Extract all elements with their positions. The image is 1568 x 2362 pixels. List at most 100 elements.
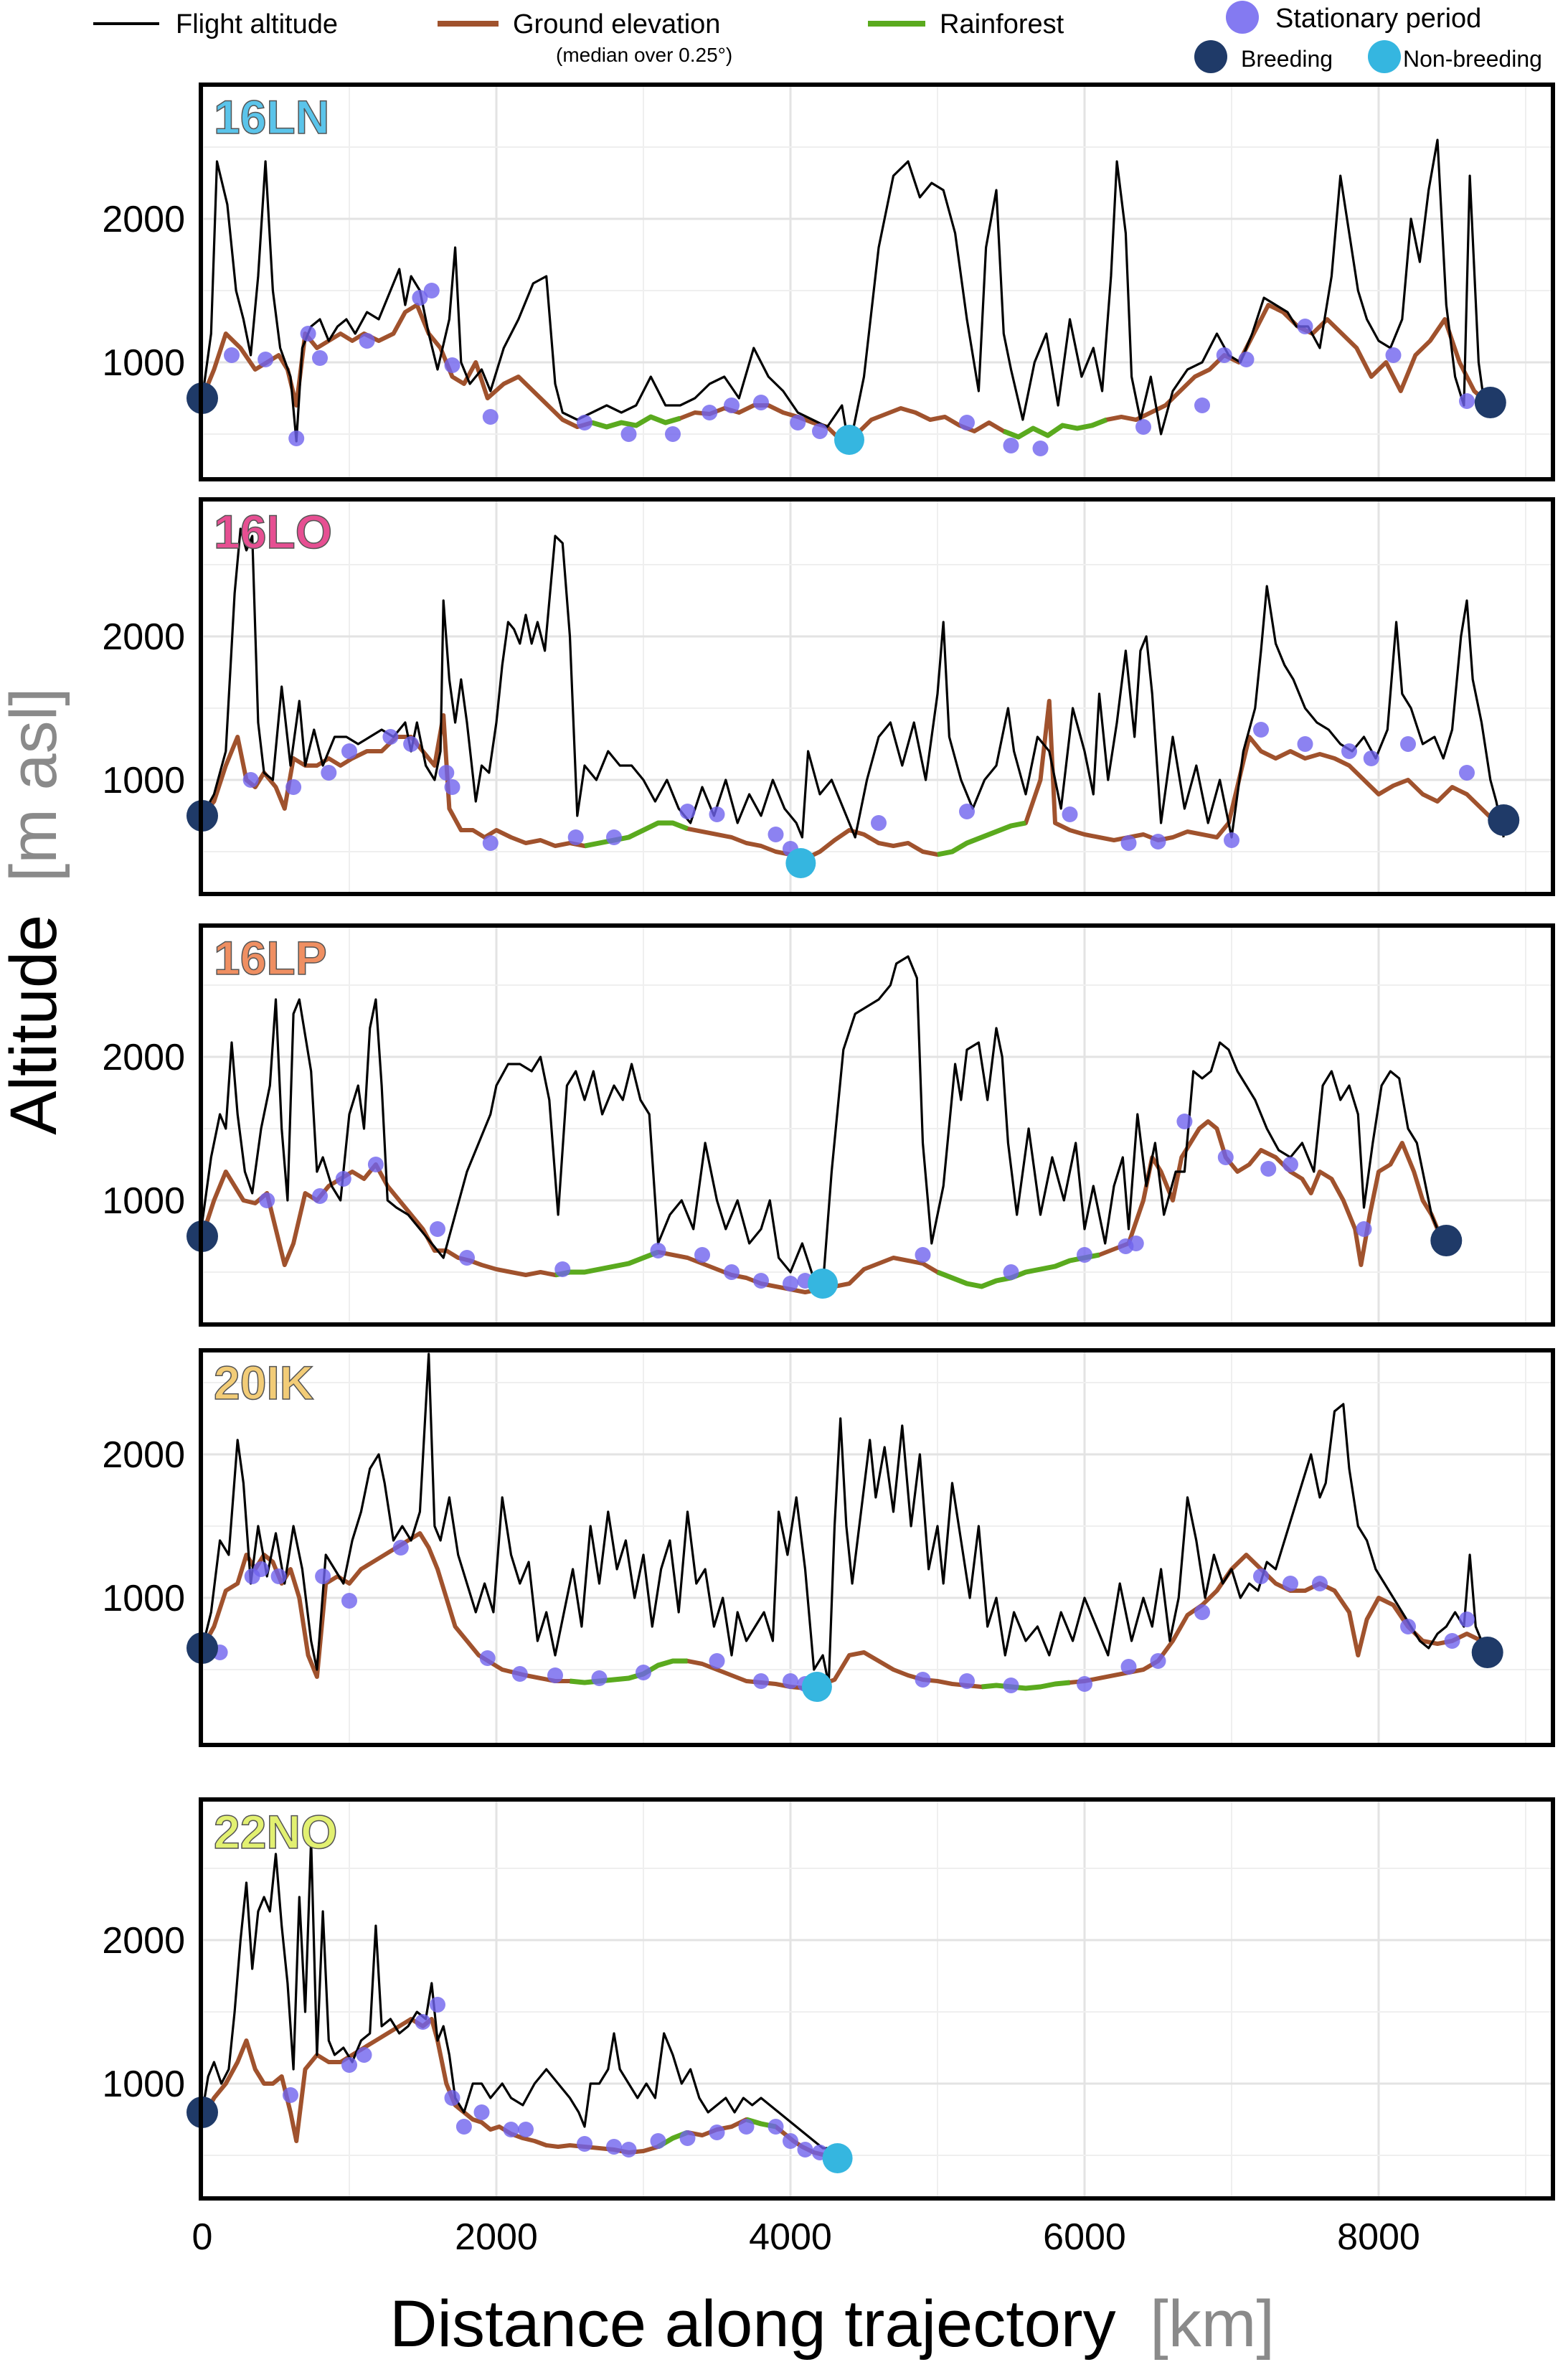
non-breeding-site-marker (808, 1269, 839, 1299)
series-rainforest (1003, 417, 1108, 440)
panel-grid (201, 1350, 1553, 1745)
series-ground-elevation (201, 2017, 839, 2160)
breeding-site-marker (1471, 1637, 1503, 1668)
stationary-period-marker (1062, 806, 1078, 822)
legend-nonbreeding-label: Non-breeding (1403, 46, 1542, 72)
breeding-site-marker (1474, 387, 1506, 418)
legend-breeding-marker (1194, 40, 1227, 73)
panel-plot (201, 1352, 1490, 1693)
stationary-period-marker (1253, 1568, 1269, 1584)
stationary-period-marker (959, 804, 975, 819)
legend-stationary-marker (1226, 1, 1259, 34)
stationary-period-marker (415, 2014, 431, 2030)
stationary-period-marker (455, 2119, 472, 2135)
x-tick-label: 4000 (749, 2216, 832, 2258)
stationary-period-marker (285, 779, 302, 795)
stationary-period-marker (341, 743, 357, 759)
stationary-period-marker (1385, 347, 1402, 363)
stationary-period-marker (1400, 1619, 1416, 1634)
stationary-period-marker (620, 426, 637, 442)
stationary-period-marker (1120, 1659, 1137, 1675)
stationary-period-marker (341, 1593, 357, 1609)
non-breeding-site-marker (785, 848, 816, 878)
stationary-period-marker (636, 1665, 651, 1680)
x-axis-label-unit: [km] (1150, 2287, 1275, 2361)
stationary-period-marker (473, 2104, 490, 2120)
panel-grid (201, 926, 1553, 1324)
series-flight-altitude (201, 955, 1447, 1288)
stationary-period-marker (1150, 834, 1166, 850)
panel-label: 22NO (214, 1805, 337, 1858)
stationary-period-marker (567, 829, 584, 845)
legend-rainforest-label: Rainforest (940, 9, 1064, 39)
stationary-period-marker (591, 1670, 608, 1686)
stationary-period-marker (1216, 347, 1232, 363)
stationary-period-marker (1459, 393, 1475, 409)
stationary-period-marker (444, 357, 461, 373)
y-axis-label-main: Altitude (0, 915, 70, 1135)
series-ground-elevation (201, 1119, 1448, 1294)
stationary-period-marker (270, 1568, 287, 1584)
stationary-period-marker (341, 2057, 357, 2073)
stationary-period-marker (503, 2122, 519, 2137)
stationary-period-marker (423, 283, 440, 298)
stationary-period-marker (511, 1666, 528, 1682)
stationary-period-marker (430, 1997, 445, 2013)
stationary-period-marker (959, 415, 975, 430)
stationary-period-marker (650, 1243, 666, 1258)
stationary-period-marker (1003, 438, 1019, 453)
stationary-period-marker (768, 2119, 784, 2135)
stationary-period-marker (359, 333, 375, 349)
stationary-period-marker (1032, 441, 1049, 456)
panel-16lp: 1000 2000 16LP (102, 923, 1555, 1327)
stationary-period-marker (694, 1247, 710, 1263)
stationary-period-marker (959, 1673, 975, 1689)
series-rainforest (936, 1252, 1100, 1289)
stationary-period-marker (577, 2136, 592, 2152)
series-rainforest (554, 1249, 659, 1278)
stationary-period-marker (479, 1650, 496, 1666)
stationary-period-marker (1077, 1247, 1092, 1263)
stationary-period-marker (444, 779, 461, 795)
x-axis-label-main: Distance along trajectory (389, 2287, 1116, 2361)
non-breeding-site-marker (834, 425, 864, 455)
stationary-period-marker (753, 1273, 769, 1289)
stationary-period-marker (753, 395, 769, 410)
stationary-period-marker (1356, 1221, 1372, 1237)
stationary-period-marker (356, 2047, 372, 2063)
stationary-period-marker (1135, 419, 1151, 435)
stationary-period-marker (403, 736, 420, 752)
y-tick-label: 1000 (102, 760, 185, 801)
stationary-period-marker (650, 2133, 666, 2149)
y-tick-label: 2000 (102, 1037, 185, 1078)
stationary-period-marker (1312, 1576, 1328, 1591)
stationary-period-marker (1459, 1611, 1475, 1627)
stationary-period-marker (915, 1247, 931, 1263)
legend-ground-note: (median over 0.25°) (556, 44, 732, 66)
stationary-period-marker (1363, 751, 1379, 766)
stationary-period-marker (1150, 1653, 1166, 1669)
non-breeding-site-marker (822, 2143, 853, 2173)
stationary-period-marker (790, 415, 806, 430)
stationary-period-marker (1253, 722, 1269, 738)
legend-ground-label: Ground elevation (513, 9, 720, 39)
series-rainforest (584, 820, 689, 849)
panel-frame (199, 1348, 1555, 1747)
series-rainforest (591, 414, 681, 430)
stationary-period-marker (665, 426, 681, 442)
stationary-period-marker (283, 2087, 298, 2103)
series-ground-elevation (201, 303, 1492, 443)
stationary-period-marker (438, 765, 455, 781)
stationary-period-marker (1077, 1676, 1092, 1692)
x-axis-label: Distance along trajectory [km] (389, 2287, 1275, 2361)
series-ground-elevation (201, 1531, 1490, 1690)
stationary-period-marker (738, 2119, 755, 2135)
stationary-period-marker (753, 1673, 769, 1689)
panel-16lo: 1000 2000 16LO (102, 497, 1555, 896)
stationary-period-marker (709, 806, 725, 822)
stationary-period-marker (367, 1157, 384, 1172)
stationary-period-marker (812, 423, 828, 439)
stationary-period-marker (288, 430, 305, 446)
stationary-period-marker (1194, 1604, 1210, 1620)
